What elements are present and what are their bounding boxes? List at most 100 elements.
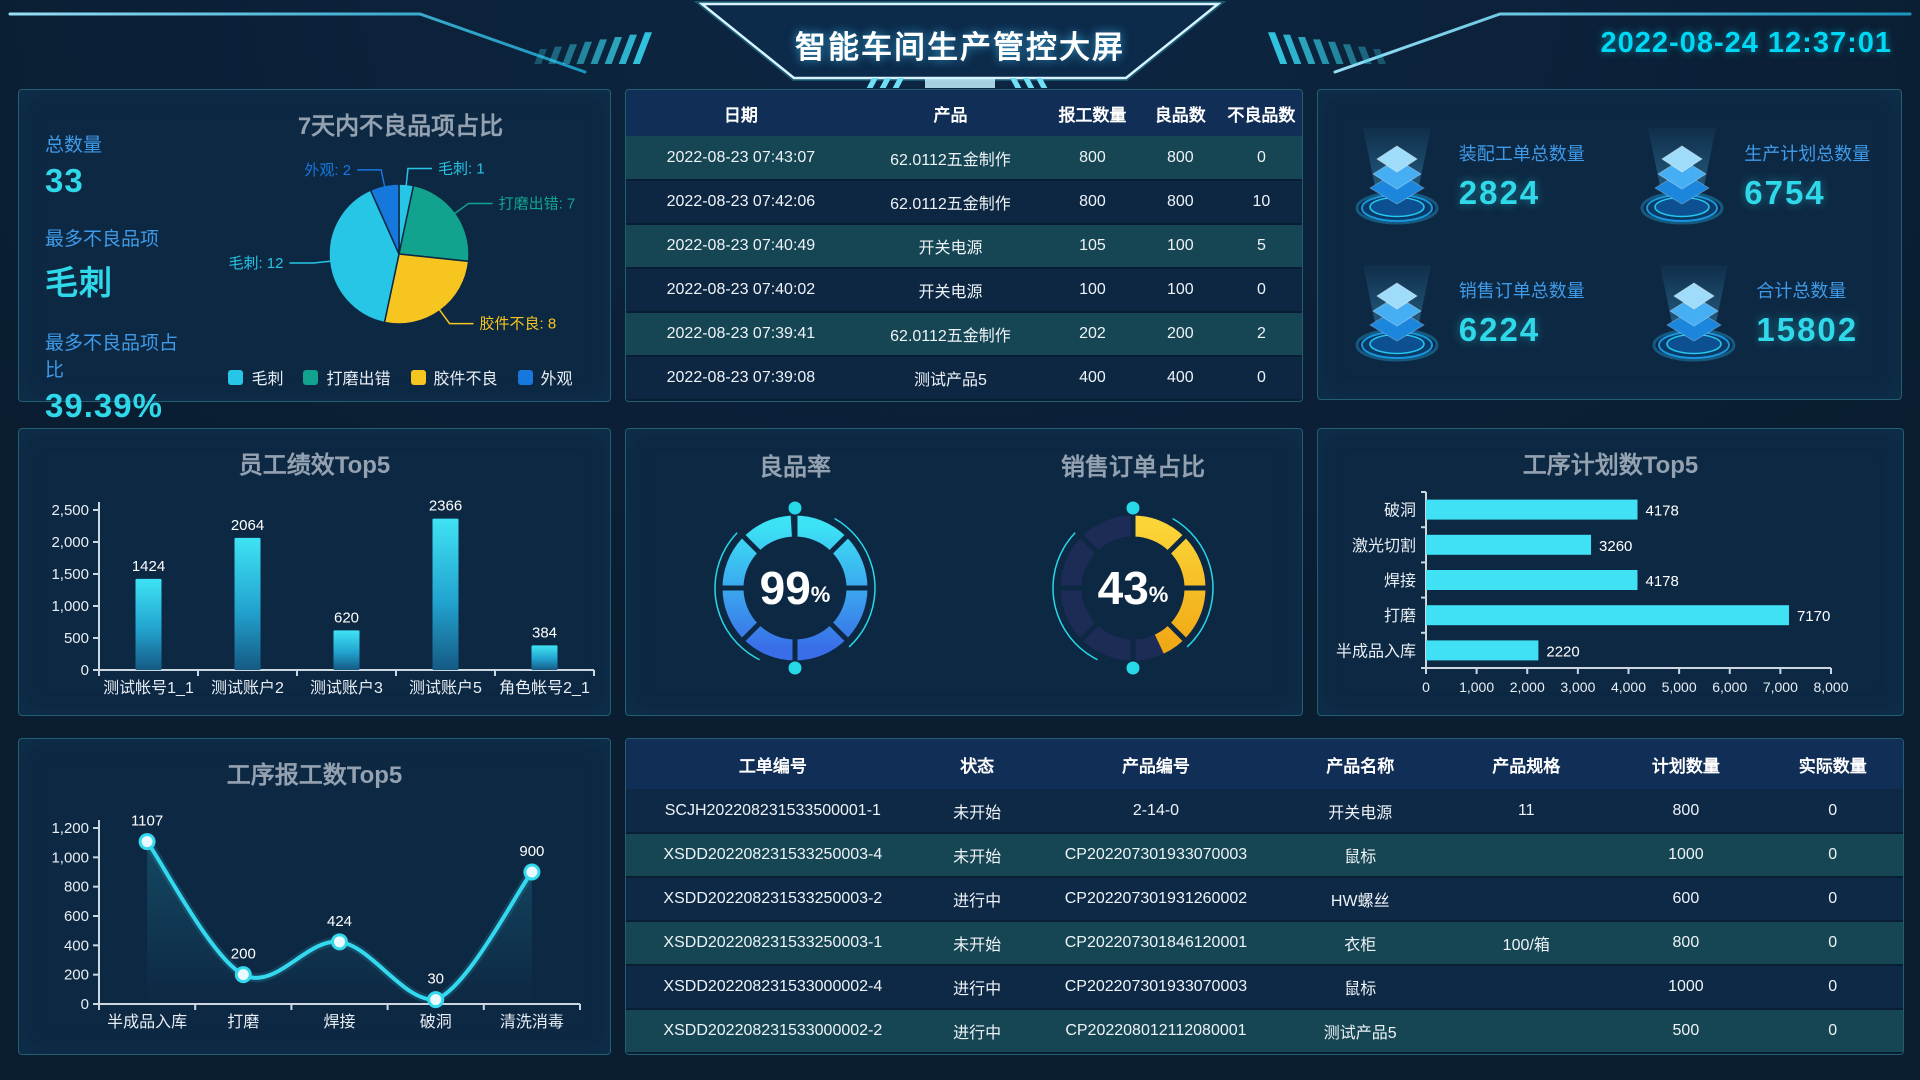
svg-text:外观: 2: 外观: 2	[304, 162, 351, 179]
table-cell: 0	[1762, 965, 1903, 1010]
svg-text:4178: 4178	[1646, 503, 1679, 520]
svg-text:600: 600	[64, 908, 89, 925]
svg-text:0: 0	[81, 662, 89, 679]
legend-swatch	[410, 369, 426, 385]
table-cell: CP202207301931260002	[1034, 877, 1278, 922]
svg-text:99%: 99%	[760, 562, 831, 614]
data-point	[138, 833, 156, 851]
bar	[135, 578, 162, 670]
stat-card-production-plan: 生产计划总数量 6754	[1610, 108, 1896, 245]
table-cell: 2022-08-23 07:40:49	[626, 224, 856, 269]
table-cell: 100/箱	[1443, 921, 1610, 966]
stat-label: 总数量	[45, 135, 103, 156]
stat-card-label: 生产计划总数量	[1744, 144, 1871, 165]
panel-employee-performance: 员工绩效Top5 0 500 1,000 1,500 2,000 2,500 1424 测试帐…	[18, 428, 611, 716]
table-cell: CP202208012112080001	[1034, 1009, 1278, 1054]
table-cell: 62.0112五金制作	[855, 312, 1046, 357]
table-cell: 105	[1045, 224, 1140, 269]
stat-card-label: 合计总数量	[1756, 280, 1847, 301]
bar	[1426, 499, 1638, 520]
svg-text:测试账户2: 测试账户2	[211, 679, 284, 697]
stat-card-total: 合计总数量 15802	[1610, 245, 1896, 382]
panel-defect-ratio: 总数量 33 最多不良品项 毛刺 最多不良品项占比 39.39% 7天内不良品项…	[18, 89, 611, 424]
svg-text:测试账户5: 测试账户5	[409, 679, 482, 697]
layers-icon	[1652, 263, 1736, 362]
panel-gauges: 良品率 99% 销售订单占比 43%	[625, 428, 1303, 716]
table-cell: 测试产品5	[1277, 1009, 1444, 1054]
table-cell: 800	[1139, 180, 1221, 225]
report-table: 日期 产品 报工数量 良品数 不良品数 2022-08-23 07:43:07 62.011…	[626, 90, 1302, 401]
svg-text:3260: 3260	[1599, 538, 1632, 555]
svg-text:半成品入库: 半成品入库	[1336, 642, 1416, 660]
page-title: 智能车间生产管控大屏	[795, 30, 1125, 65]
table-cell: XSDD202208231533000002-4	[626, 965, 920, 1010]
stat-card-value: 15802	[1756, 310, 1859, 348]
datetime-display: 2022-08-24 12:37:01	[1600, 27, 1892, 59]
table-cell: 600	[1609, 877, 1763, 922]
legend-label: 毛刺	[251, 371, 284, 388]
column-header: 报工数量	[1058, 105, 1127, 125]
bar	[1426, 605, 1789, 626]
svg-text:620: 620	[334, 609, 359, 626]
table-row: 2022-08-23 07:42:06 62.0112五金制作 800 800 10	[626, 180, 1302, 225]
table-row: 2022-08-23 07:40:02 开关电源 100 100 0	[626, 268, 1302, 313]
table-cell: 10	[1220, 180, 1302, 225]
column-header: 工单编号	[738, 756, 807, 776]
table-cell: 开关电源	[855, 268, 1046, 313]
svg-text:384: 384	[532, 624, 557, 641]
table-cell: 0	[1220, 136, 1302, 181]
process-report-title: 工序报工数Top5	[226, 762, 403, 789]
table-cell	[1443, 965, 1610, 1010]
svg-text:打磨出错: 7: 打磨出错: 7	[499, 195, 576, 212]
table-cell: 400	[1139, 356, 1221, 401]
defect-pie-title: 7天内不良品项占比	[297, 113, 504, 140]
table-header-row: 日期 产品 报工数量 良品数 不良品数	[626, 90, 1302, 136]
stat-card-value: 6224	[1458, 310, 1541, 348]
svg-text:1,500: 1,500	[51, 566, 89, 583]
bar	[333, 630, 360, 670]
svg-text:6,000: 6,000	[1712, 679, 1747, 695]
svg-text:800: 800	[64, 879, 89, 896]
sales-gauge-chart: 43%	[1052, 501, 1214, 675]
table-cell: HW螺丝	[1277, 877, 1444, 922]
bar	[1426, 640, 1539, 661]
yield-gauge-chart: 99%	[714, 501, 876, 675]
table-cell: 0	[1762, 1009, 1903, 1054]
table-cell: 800	[1609, 789, 1763, 834]
svg-text:1424: 1424	[132, 558, 165, 575]
table-cell: SCJH202208231533500001-1	[626, 789, 920, 834]
table-cell: 0	[1762, 789, 1903, 834]
table-cell: XSDD202208231533250003-1	[626, 921, 920, 966]
table-cell: 未开始	[919, 789, 1035, 834]
table-cell: 202	[1045, 312, 1140, 357]
table-row: XSDD202208231533250003-2 进行中 CP20220730193…	[626, 877, 1903, 922]
legend-item: 毛刺	[228, 365, 283, 389]
table-cell: 2022-08-23 07:42:06	[626, 180, 856, 225]
table-cell: 测试产品5	[855, 356, 1046, 401]
svg-text:2,000: 2,000	[51, 534, 89, 551]
yield-gauge-box: 良品率 99%	[626, 429, 964, 715]
table-cell: 开关电源	[855, 224, 1046, 269]
legend-item: 打磨出错	[303, 365, 391, 389]
svg-text:7,000: 7,000	[1763, 679, 1798, 695]
svg-text:8,000: 8,000	[1813, 679, 1848, 695]
defect-pie-legend: 毛刺 打磨出错 胶件不良 外观	[191, 365, 610, 389]
svg-text:1,000: 1,000	[51, 849, 89, 866]
table-cell: 100	[1139, 224, 1221, 269]
table-cell: 2	[1220, 312, 1302, 357]
table-cell: CP202207301933070003	[1034, 965, 1278, 1010]
panel-process-report: 工序报工数Top5 0 200 400 600 800 1,000 1,200 1107 半成品…	[18, 738, 611, 1055]
svg-text:半成品入库: 半成品入库	[107, 1013, 187, 1031]
sales-gauge-title: 销售订单占比	[1061, 454, 1205, 481]
table-cell	[1443, 877, 1610, 922]
svg-text:4,000: 4,000	[1611, 679, 1646, 695]
table-cell	[1443, 833, 1610, 878]
table-cell: 0	[1762, 877, 1903, 922]
table-cell: 800	[1139, 136, 1221, 181]
svg-text:2064: 2064	[231, 517, 264, 534]
svg-text:2,000: 2,000	[1510, 679, 1545, 695]
svg-text:毛刺: 12: 毛刺: 12	[228, 255, 283, 272]
table-row: 2022-08-23 07:39:41 62.0112五金制作 202 200 2	[626, 312, 1302, 357]
table-row: XSDD202208231533250003-4 未开始 CP20220730193…	[626, 833, 1903, 878]
table-cell: 0	[1762, 921, 1903, 966]
